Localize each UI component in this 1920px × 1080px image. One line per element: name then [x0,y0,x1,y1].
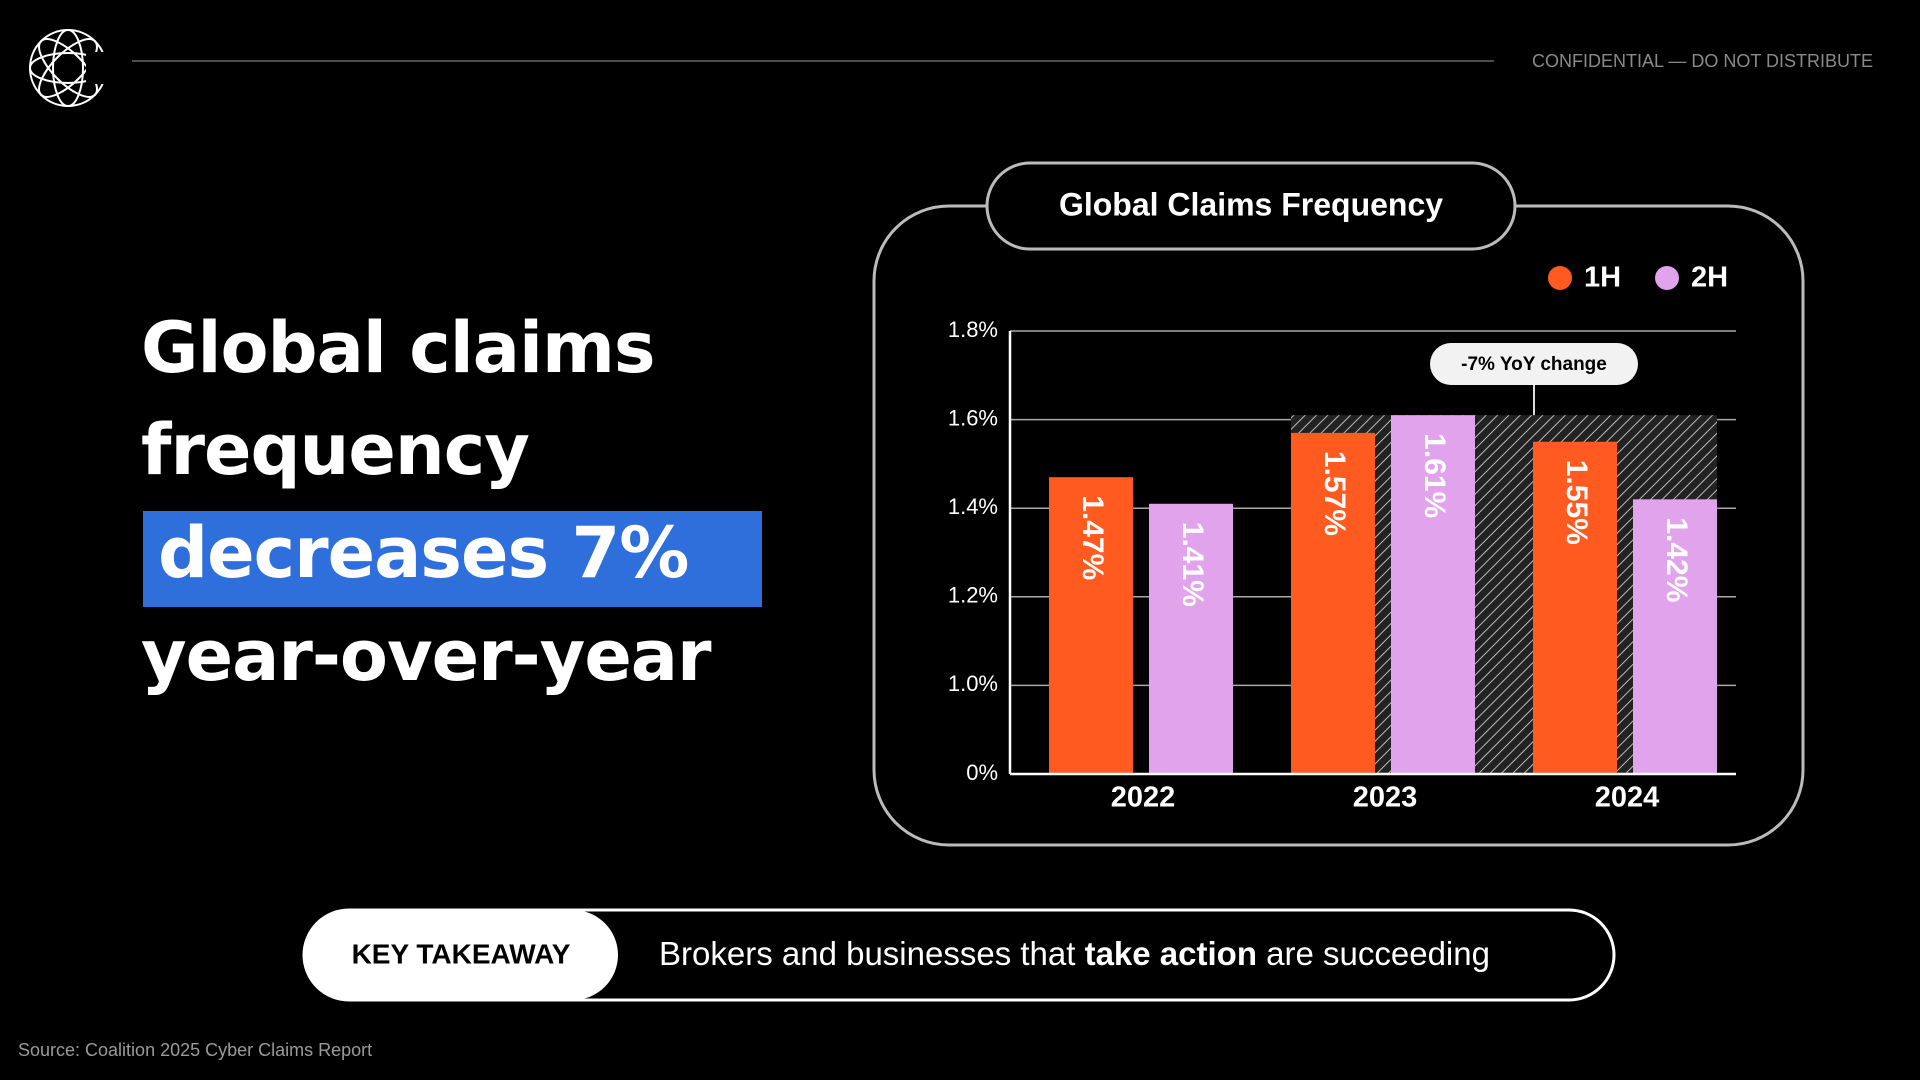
x-tick-label: 2024 [1595,782,1660,814]
legend-swatch [1548,266,1572,290]
headline-line: Global claims [141,307,655,389]
takeaway-text-part: Brokers and businesses that [659,935,1085,972]
takeaway-text: Brokers and businesses that take action … [659,935,1490,972]
x-tick-label: 2022 [1111,782,1176,814]
y-tick-label: 1.6% [948,405,998,430]
takeaway-label-pill [304,910,618,1000]
bar [1149,503,1233,774]
x-tick-label: 2023 [1353,782,1418,814]
annotation: -7% YoY change [1461,354,1607,375]
confidential-label: CONFIDENTIAL — DO NOT DISTRIBUTE [1532,51,1873,71]
value-label: 1.41% [1176,522,1209,607]
value-label: 1.42% [1660,517,1693,602]
value-label: 1.55% [1560,460,1593,545]
takeaway-text-bold: take action [1085,935,1257,972]
value-label: 1.57% [1318,451,1351,536]
legend-label: 1H [1584,262,1621,294]
takeaway-label: KEY TAKEAWAY [352,938,571,969]
bar [1291,432,1375,774]
y-tick-label: 1.0% [948,671,998,696]
y-tick-label: 0% [966,760,998,785]
legend-label: 2H [1691,262,1728,294]
takeaway-text-part: are succeeding [1257,935,1490,972]
bar [1633,499,1717,774]
value-label: 1.47% [1076,495,1109,580]
logo [29,29,112,107]
headline-line: decreases 7% [158,512,688,594]
bar [1533,441,1617,774]
y-tick-label: 1.4% [948,494,998,519]
value-label: 1.61% [1418,433,1451,518]
chart-title: Global Claims Frequency [1059,186,1443,222]
bar [1049,477,1133,774]
y-tick-label: 1.2% [948,583,998,608]
legend-swatch [1655,266,1679,290]
bar [1391,415,1475,774]
chart-title-pill [985,161,1517,251]
headline-highlight [143,511,762,607]
headline-line: year-over-year [141,615,712,697]
source: Source: Coalition 2025 Cyber Claims Repo… [18,1040,372,1060]
y-tick-label: 1.8% [948,317,998,342]
headline-line: frequency [141,409,529,491]
plot: 0% 1.0% 1.2% 1.4% 1.6% 1.8% -7% YoY change 1.47… [948,262,1736,814]
annotation-pill [1430,343,1638,385]
